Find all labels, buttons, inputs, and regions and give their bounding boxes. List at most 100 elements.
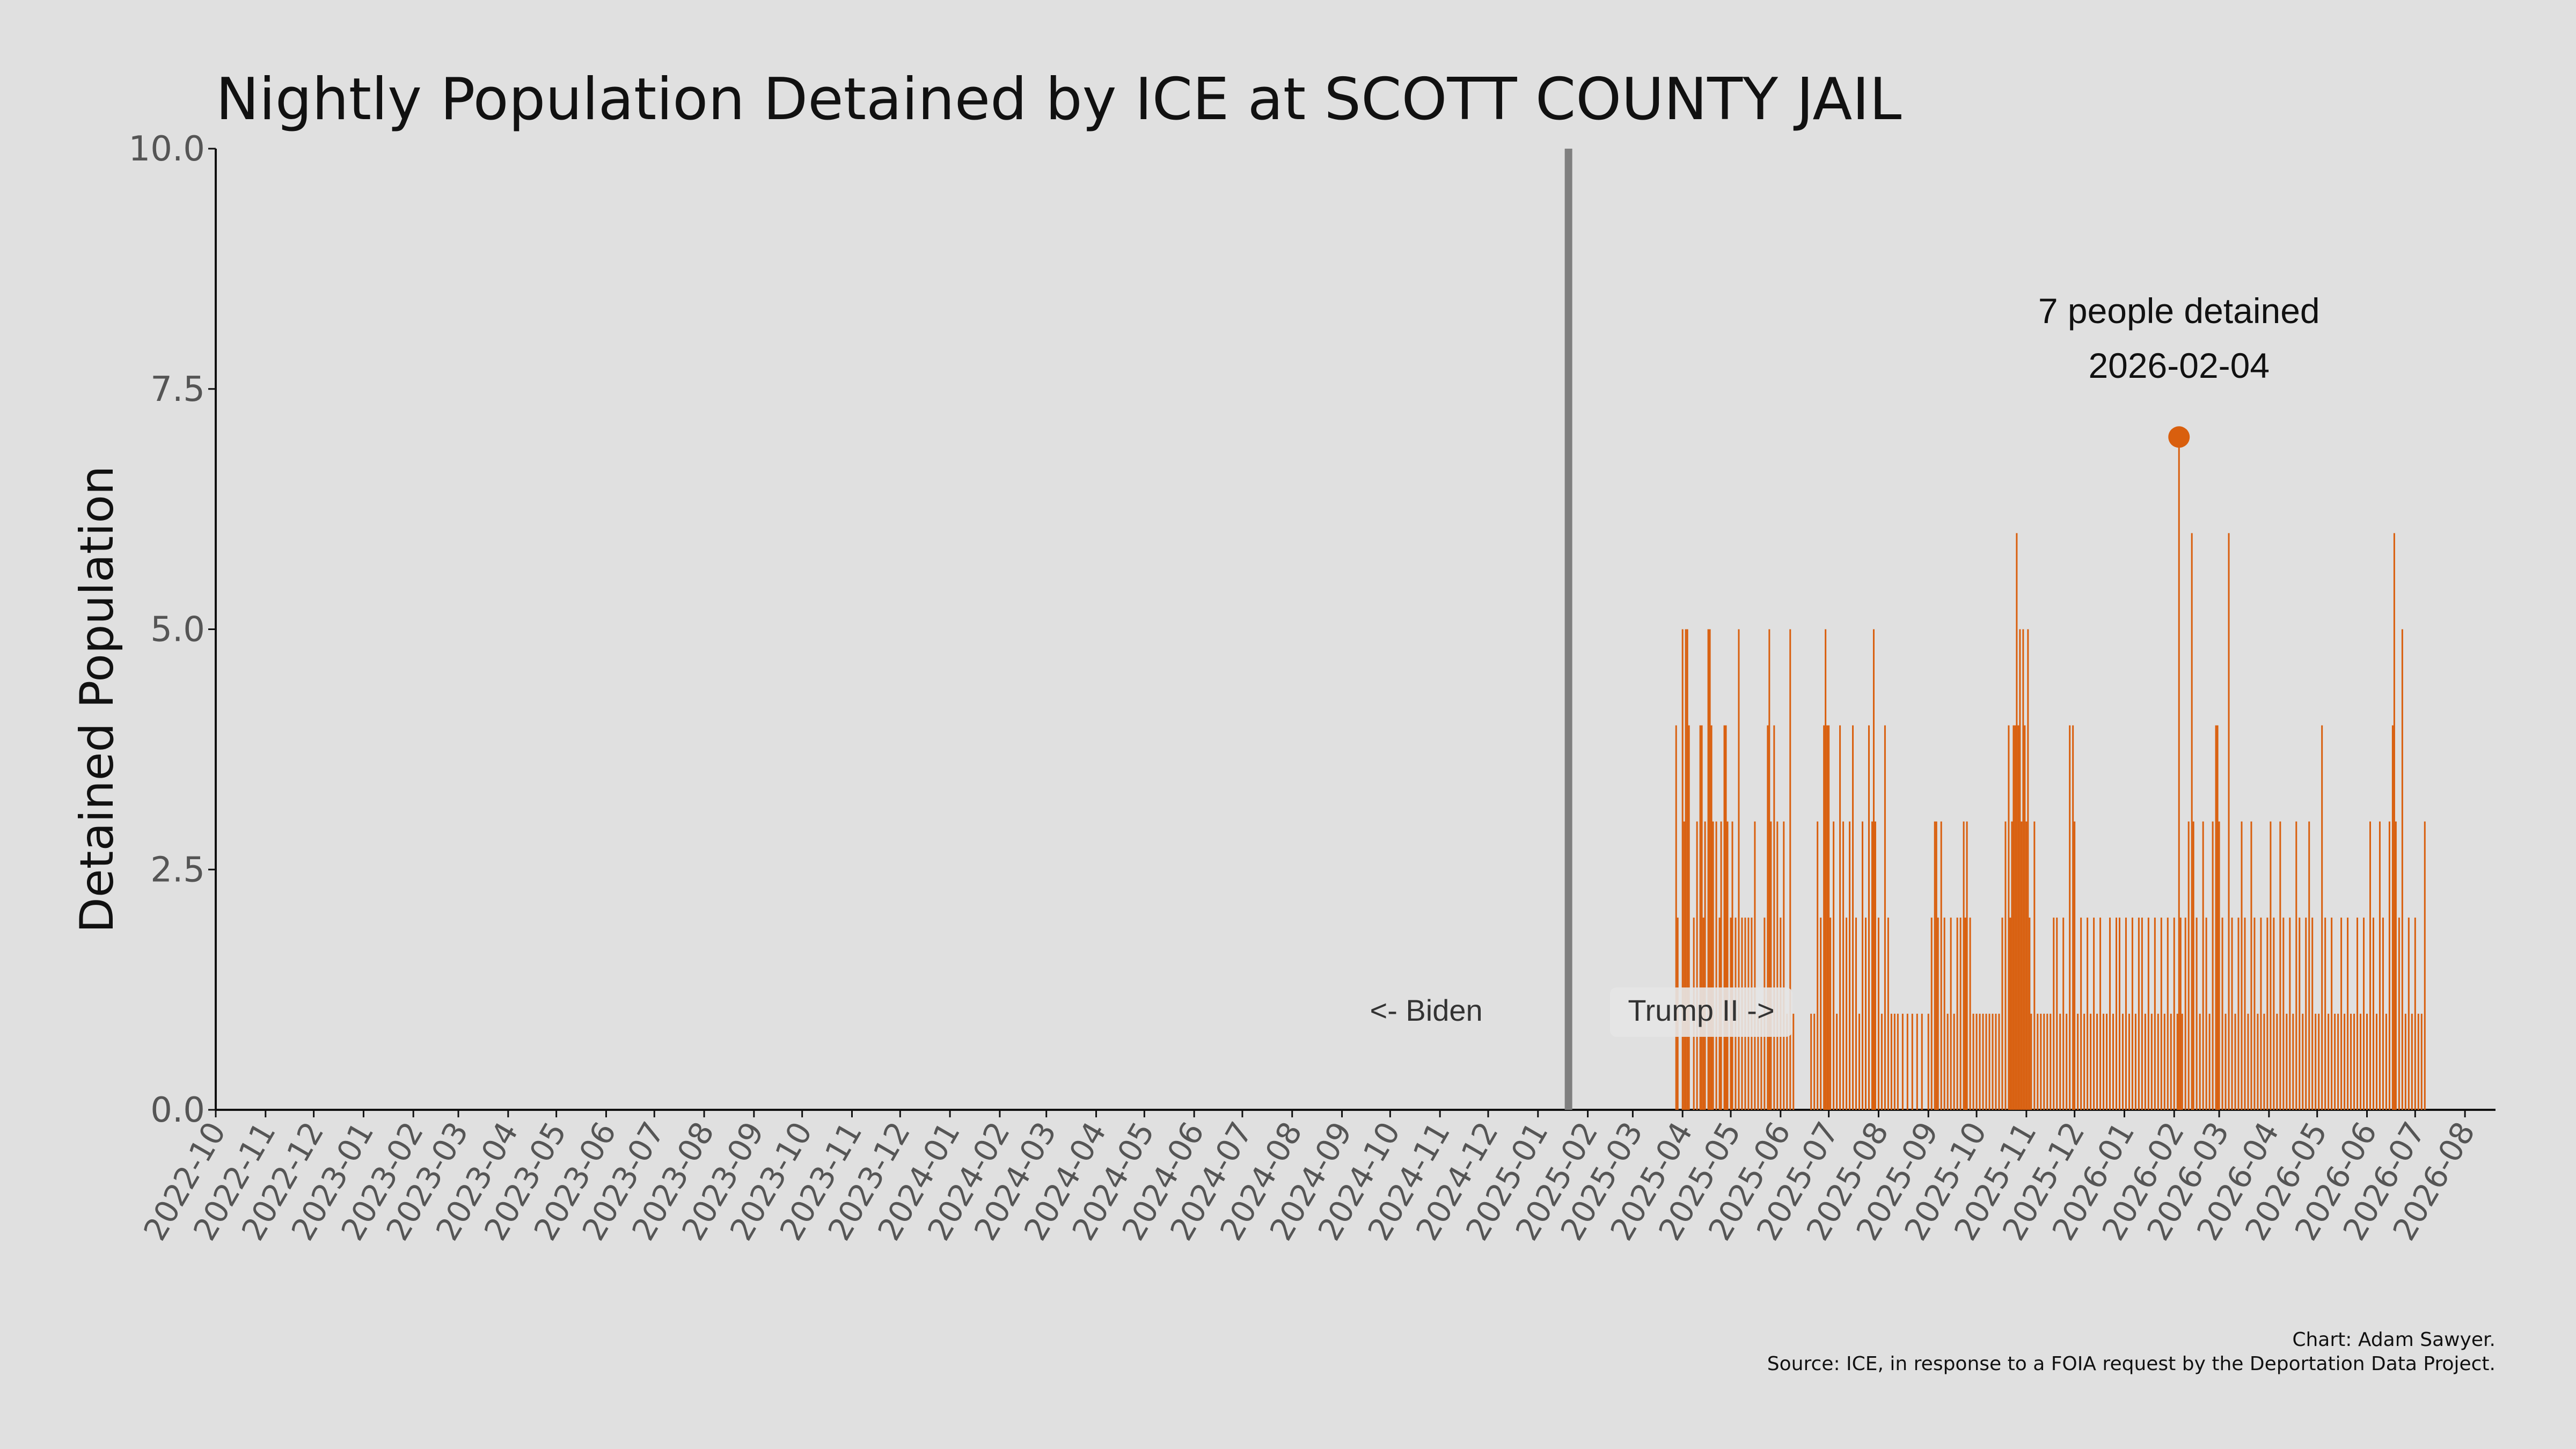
data-bar xyxy=(2388,821,2390,1110)
data-bar xyxy=(2292,1013,2294,1110)
data-bar xyxy=(2083,1013,2085,1110)
data-bar xyxy=(2109,917,2111,1110)
data-bar xyxy=(1953,1013,1955,1110)
data-bar xyxy=(2241,821,2243,1110)
data-bar xyxy=(2218,821,2220,1110)
data-bar xyxy=(1959,917,1962,1110)
data-bar xyxy=(2131,917,2133,1110)
data-bar xyxy=(1956,917,1958,1110)
peak-annotation-date: 2026-02-04 xyxy=(2088,346,2270,385)
data-bar xyxy=(1921,1013,1923,1110)
data-bar xyxy=(2087,917,2089,1110)
data-bar xyxy=(1823,725,1825,1110)
data-bar xyxy=(2305,917,2307,1110)
data-bar xyxy=(2411,1013,2413,1110)
data-bar xyxy=(1704,821,1706,1110)
data-bar xyxy=(2344,1013,2346,1110)
peak-annotation-count: 7 people detained xyxy=(2038,291,2320,331)
data-bar xyxy=(1773,725,1775,1110)
data-bar xyxy=(1930,917,1933,1110)
data-bar xyxy=(2308,821,2310,1110)
data-bar xyxy=(2178,437,2180,1110)
data-bar xyxy=(1893,1013,1896,1110)
credit-line-2: Source: ICE, in response to a FOIA reque… xyxy=(1767,1353,2496,1375)
data-bar xyxy=(2093,917,2095,1110)
data-bar xyxy=(1770,821,1772,1110)
data-bar xyxy=(1712,821,1714,1110)
data-bar xyxy=(1855,917,1857,1110)
data-bar xyxy=(1813,1013,1816,1110)
data-bar xyxy=(2253,917,2256,1110)
data-bar xyxy=(1963,821,1965,1110)
data-bar xyxy=(1901,1013,1904,1110)
data-bar xyxy=(1969,917,1971,1110)
data-bar xyxy=(2398,917,2400,1110)
data-bar xyxy=(1731,821,1733,1110)
data-bar xyxy=(1783,821,1785,1110)
data-bar xyxy=(2224,1013,2227,1110)
data-bar xyxy=(2257,1013,2259,1110)
data-bar xyxy=(2353,1013,2355,1110)
data-bar xyxy=(2247,1013,2249,1110)
data-bar xyxy=(2260,917,2262,1110)
data-bar xyxy=(2372,917,2374,1110)
data-bar xyxy=(1820,917,1822,1110)
data-bar xyxy=(1768,629,1770,1110)
data-bar xyxy=(2215,725,2217,1110)
data-bar xyxy=(2357,917,2359,1110)
data-bar xyxy=(2350,1013,2352,1110)
data-bar xyxy=(2056,917,2058,1110)
data-bar xyxy=(2072,725,2074,1110)
data-bar xyxy=(2417,1013,2419,1110)
data-bar xyxy=(2080,917,2082,1110)
data-bar xyxy=(1992,1013,1994,1110)
data-bar xyxy=(2299,917,2301,1110)
data-bar xyxy=(1675,725,1677,1110)
data-bar xyxy=(2379,821,2381,1110)
data-bar xyxy=(2173,917,2175,1110)
data-bar xyxy=(1950,917,1952,1110)
data-bar xyxy=(2347,917,2349,1110)
data-bar xyxy=(1927,1013,1929,1110)
data-bar xyxy=(1792,1013,1795,1110)
data-bar xyxy=(1720,821,1722,1110)
data-bar xyxy=(2282,917,2285,1110)
data-bar xyxy=(2295,821,2297,1110)
data-bar xyxy=(2008,725,2010,1110)
peak-marker xyxy=(2168,426,2190,448)
data-bar xyxy=(2221,917,2223,1110)
data-bar xyxy=(2192,821,2194,1110)
data-bar xyxy=(2147,917,2149,1110)
data-bar xyxy=(2121,1013,2124,1110)
data-bar xyxy=(2016,533,2018,1110)
data-bar xyxy=(1985,1013,1987,1110)
data-bar xyxy=(2181,1013,2183,1110)
data-bar xyxy=(2022,629,2024,1110)
data-bar xyxy=(1723,725,1725,1110)
data-bar xyxy=(2103,1013,2105,1110)
data-bar xyxy=(1880,1013,1883,1110)
data-bar xyxy=(1754,821,1756,1110)
data-bar xyxy=(2191,533,2193,1110)
data-bar xyxy=(1890,1013,1892,1110)
data-bar xyxy=(2369,821,2371,1110)
data-bar xyxy=(2012,725,2015,1110)
data-bar xyxy=(1709,629,1711,1110)
data-bar xyxy=(1998,1013,2000,1110)
data-bar xyxy=(2118,917,2120,1110)
data-bar xyxy=(2077,1013,2079,1110)
biden-label: <- Biden xyxy=(1370,993,1483,1027)
data-bar xyxy=(1826,725,1828,1110)
data-bar xyxy=(1966,821,1968,1110)
data-bar xyxy=(2176,1013,2178,1110)
data-bar xyxy=(2228,533,2230,1110)
trump-label: Trump II -> xyxy=(1628,993,1774,1027)
data-bar xyxy=(1688,725,1690,1110)
data-bar xyxy=(2033,821,2036,1110)
data-bar xyxy=(2340,917,2343,1110)
data-bar xyxy=(1858,1013,1861,1110)
data-bar xyxy=(2112,1013,2114,1110)
data-bar xyxy=(2395,821,2397,1110)
data-bar xyxy=(2208,1013,2211,1110)
